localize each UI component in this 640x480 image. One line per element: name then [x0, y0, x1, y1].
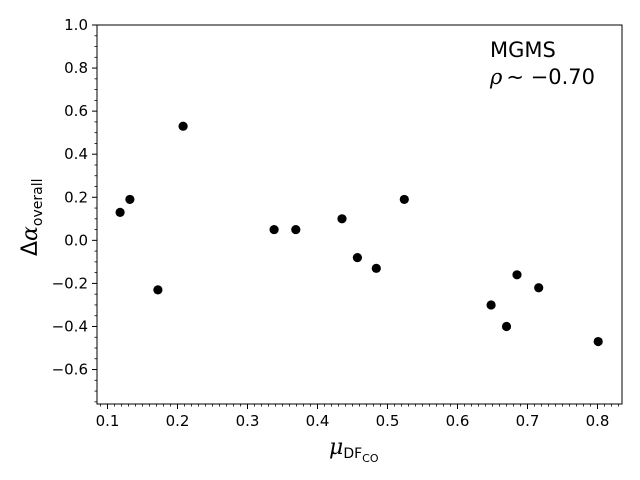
rho-symbol: ρ: [489, 65, 503, 89]
data-point: [153, 285, 163, 295]
y-tick-label: −0.2: [52, 274, 88, 292]
x-axis-label: μDFCO: [329, 435, 379, 465]
data-point: [501, 321, 512, 332]
data-point: [399, 194, 409, 205]
data-point: [593, 336, 603, 347]
data-point: [125, 194, 135, 205]
y-tick-label: −0.4: [52, 317, 88, 335]
x-tick-label: 0.8: [586, 412, 610, 430]
data-point: [291, 224, 301, 235]
y-label-alpha: α: [18, 226, 43, 241]
data-point: [352, 252, 362, 263]
x-tick-label: 0.3: [236, 412, 260, 430]
rho-value: ∼ −0.70: [506, 65, 595, 89]
y-tick-label: −0.6: [52, 361, 88, 379]
x-tick-label: 0.4: [306, 412, 330, 430]
data-point: [534, 283, 544, 293]
x-tick-label: 0.5: [376, 412, 400, 430]
x-tick-label: 0.1: [96, 412, 120, 430]
x-tick-label: 0.2: [166, 412, 190, 430]
y-axis-label: Δαoverall: [18, 179, 46, 257]
data-point: [269, 224, 279, 235]
data-point: [178, 121, 188, 131]
data-point: [337, 214, 347, 224]
x-tick-label: 0.6: [446, 412, 470, 430]
y-tick-label: 0.4: [64, 145, 88, 163]
y-tick-label: 0.6: [64, 102, 88, 120]
data-points: [115, 121, 603, 347]
data-point: [512, 270, 522, 280]
y-tick-label: 0.0: [64, 231, 88, 249]
x-label-subsubscript: CO: [362, 452, 379, 465]
y-tick-label: 0.2: [64, 188, 88, 206]
data-point: [115, 207, 125, 217]
data-point: [371, 263, 381, 273]
annotation-title: MGMS: [490, 38, 556, 62]
data-point: [486, 300, 496, 310]
x-tick-label: 0.7: [516, 412, 540, 430]
x-label-subscript: DF: [343, 446, 362, 462]
annotation-correlation: ρ ∼ −0.70: [489, 65, 595, 89]
y-tick-label: 0.8: [64, 59, 88, 77]
y-label-delta: Δ: [18, 241, 43, 256]
y-axis-ticks: −0.6 −0.4 −0.2 0.0 0.2 0.4 0.6 0.8 1.0: [52, 16, 97, 403]
x-label-base: μ: [329, 435, 343, 460]
y-label-subscript: overall: [30, 179, 46, 227]
x-axis-ticks: 0.1 0.2 0.3 0.4 0.5 0.6 0.7 0.8: [96, 404, 619, 430]
y-tick-label: 1.0: [64, 16, 88, 34]
